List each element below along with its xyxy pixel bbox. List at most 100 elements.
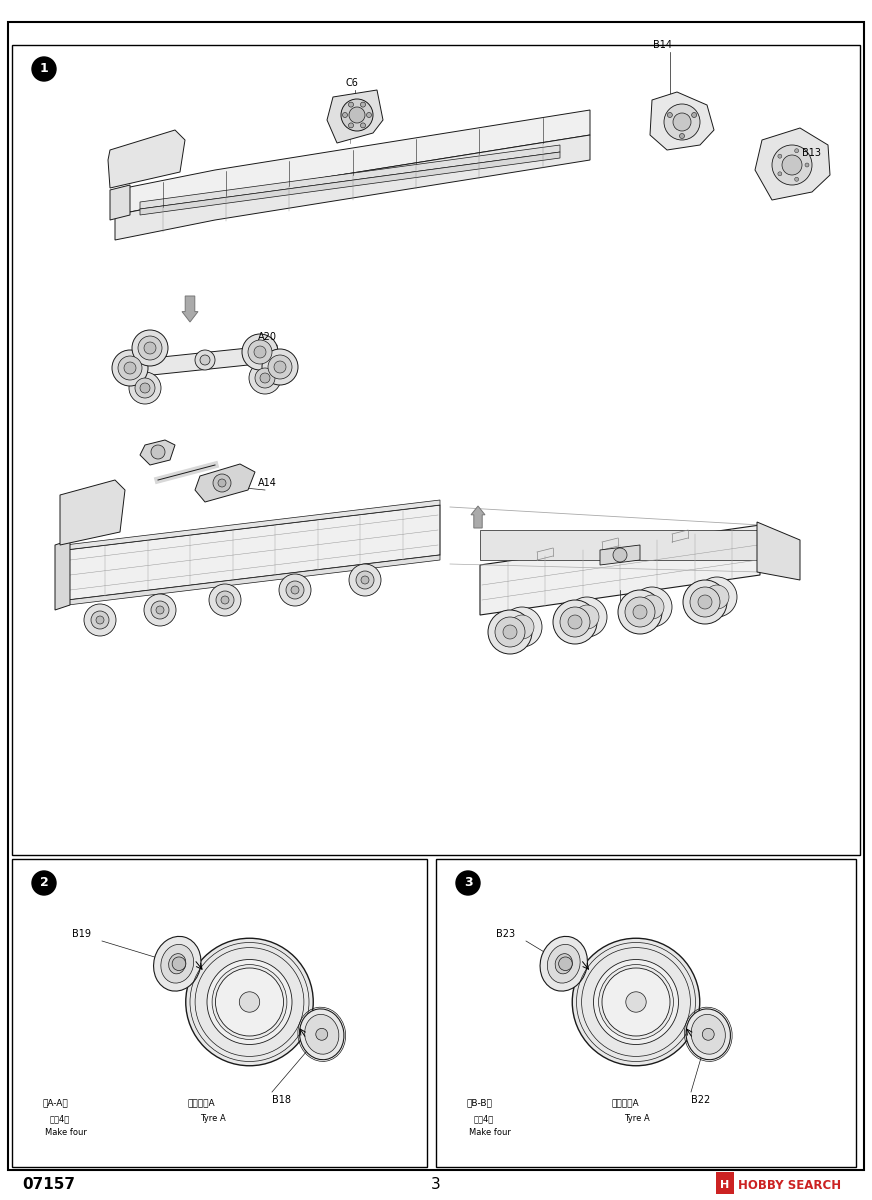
Circle shape [640,595,664,619]
Circle shape [286,581,304,599]
Polygon shape [182,296,198,322]
Circle shape [268,355,292,379]
Circle shape [503,625,517,638]
Text: B22: B22 [691,1094,711,1105]
Polygon shape [108,130,185,188]
Text: Tyre A: Tyre A [624,1114,650,1123]
Circle shape [805,163,809,167]
Circle shape [794,178,799,181]
Ellipse shape [540,936,588,991]
Circle shape [702,1028,714,1040]
Circle shape [140,383,150,392]
Text: 《A-A》: 《A-A》 [42,1098,68,1106]
Text: B14: B14 [653,40,672,50]
Text: 3: 3 [431,1177,441,1192]
Polygon shape [600,545,640,565]
Ellipse shape [153,936,201,991]
Polygon shape [65,505,440,600]
Polygon shape [471,506,485,528]
Circle shape [221,596,229,604]
Circle shape [207,960,292,1044]
Circle shape [218,479,226,487]
Circle shape [343,113,348,118]
Circle shape [705,584,729,608]
Ellipse shape [300,1009,344,1060]
Circle shape [213,474,231,492]
Polygon shape [110,185,130,220]
Circle shape [96,616,104,624]
Circle shape [488,610,532,654]
Ellipse shape [168,954,186,974]
Polygon shape [60,480,125,545]
Circle shape [782,155,802,175]
Circle shape [690,587,720,617]
Text: 2: 2 [39,876,48,889]
Circle shape [598,965,673,1039]
Circle shape [456,871,480,895]
Polygon shape [480,526,760,614]
Circle shape [279,574,311,606]
Circle shape [559,956,572,971]
Text: 制作4組: 制作4組 [474,1114,494,1123]
Text: 制作4組: 制作4組 [50,1114,71,1123]
Text: 《輪胎》A: 《輪胎》A [187,1098,215,1106]
Circle shape [618,590,662,634]
Circle shape [349,102,353,107]
Circle shape [613,548,627,562]
Circle shape [262,349,298,385]
Circle shape [575,605,599,629]
Ellipse shape [160,944,194,983]
Circle shape [679,133,685,138]
Circle shape [32,871,56,895]
Polygon shape [55,540,70,610]
Text: Make four: Make four [469,1128,511,1138]
Circle shape [697,577,737,617]
Circle shape [242,334,278,370]
Circle shape [778,154,782,158]
Ellipse shape [686,1009,731,1060]
Circle shape [316,1028,328,1040]
Polygon shape [755,128,830,200]
Circle shape [135,378,155,398]
Circle shape [186,938,313,1066]
Polygon shape [65,500,440,550]
Polygon shape [327,90,383,143]
Circle shape [626,991,646,1012]
Circle shape [156,606,164,614]
Circle shape [216,590,234,608]
Ellipse shape [548,944,580,983]
Text: 《B-B》: 《B-B》 [466,1098,492,1106]
Polygon shape [650,92,714,150]
Circle shape [151,445,165,458]
Circle shape [349,122,353,128]
Text: H: H [720,1180,729,1190]
Circle shape [215,968,283,1036]
Circle shape [698,595,712,608]
Bar [436,859,856,1166]
Circle shape [683,580,727,624]
Text: 《輪胎》A: 《輪胎》A [611,1098,638,1106]
Text: Tyre A: Tyre A [200,1114,226,1123]
Circle shape [673,113,691,131]
Text: A20: A20 [258,332,277,342]
Circle shape [594,960,678,1044]
Circle shape [360,102,365,107]
Text: B23: B23 [496,929,515,938]
Circle shape [366,113,371,118]
Polygon shape [195,464,255,502]
Circle shape [212,965,287,1039]
Circle shape [495,617,525,647]
Polygon shape [140,440,175,464]
Polygon shape [68,554,440,605]
Text: B18: B18 [272,1094,291,1105]
Circle shape [118,356,142,380]
Ellipse shape [304,1014,339,1054]
Circle shape [568,614,582,629]
Circle shape [291,586,299,594]
Circle shape [691,113,697,118]
Circle shape [249,362,281,394]
Circle shape [144,342,156,354]
Circle shape [510,614,534,638]
Circle shape [572,938,699,1066]
Circle shape [172,956,186,971]
